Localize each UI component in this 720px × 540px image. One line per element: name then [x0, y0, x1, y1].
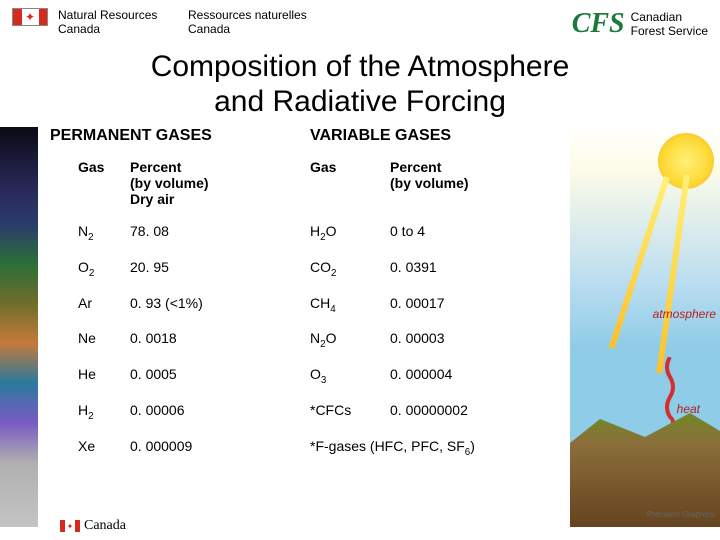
- permanent-gas-percent: 0. 00006: [130, 402, 310, 422]
- wordmark-text: Canada: [84, 518, 126, 534]
- permanent-gas-name: N2: [50, 223, 130, 243]
- dept-fr-line2: Canada: [188, 22, 328, 36]
- permanent-gas-name: Xe: [50, 438, 130, 458]
- sun-ray: [656, 175, 690, 374]
- gas-tables: PERMANENT GASES VARIABLE GASES Gas Perce…: [38, 127, 570, 527]
- cfs-name: Canadian Forest Service: [631, 10, 708, 39]
- col-gas-var: Gas: [310, 159, 390, 207]
- column-headers: Gas Percent (by volume) Dry air Gas Perc…: [50, 151, 562, 215]
- permanent-header: PERMANENT GASES: [50, 127, 310, 145]
- variable-gas-name: O3: [310, 366, 390, 386]
- variable-gas-name: N2O: [310, 330, 390, 350]
- col-pct-perm: Percent (by volume) Dry air: [130, 159, 310, 207]
- permanent-gas-name: O2: [50, 259, 130, 279]
- variable-gas-percent: 0. 0391: [390, 259, 562, 279]
- canada-flag-small-icon: ✦: [60, 520, 80, 532]
- permanent-gas-percent: 78. 08: [130, 223, 310, 243]
- header-bar: ✦ Natural Resources Canada Ressources na…: [0, 0, 720, 44]
- table-row: O220. 95CO20. 0391: [50, 251, 562, 287]
- variable-gas-name: *CFCs: [310, 402, 390, 422]
- table-row: Xe0. 000009*F-gases (HFC, PFC, SF6): [50, 430, 562, 466]
- atmosphere-label: atmosphere: [653, 307, 716, 321]
- slide-title: Composition of the Atmosphere and Radiat…: [0, 50, 720, 119]
- dept-en-line1: Natural Resources: [58, 8, 178, 22]
- permanent-gas-percent: 20. 95: [130, 259, 310, 279]
- permanent-gas-name: Ar: [50, 295, 130, 315]
- variable-gas-percent: 0. 00000002: [390, 402, 562, 422]
- col-gas-perm: Gas: [50, 159, 130, 207]
- variable-gas-percent: 0. 000004: [390, 366, 562, 386]
- atmosphere-layers-strip: [0, 127, 38, 527]
- radiative-forcing-illustration: atmosphere heat earth Precision Graphics: [570, 127, 720, 527]
- content-area: PERMANENT GASES VARIABLE GASES Gas Perce…: [0, 127, 720, 527]
- permanent-gas-percent: 0. 93 (<1%): [130, 295, 310, 315]
- cfs-block: CFS Canadian Forest Service: [572, 8, 708, 40]
- section-headers: PERMANENT GASES VARIABLE GASES: [50, 127, 562, 145]
- variable-gas-name: CO2: [310, 259, 390, 279]
- canada-flag-icon: ✦: [12, 8, 48, 26]
- permanent-gas-percent: 0. 000009: [130, 438, 310, 458]
- table-row: Ne0. 0018N2O0. 00003: [50, 322, 562, 358]
- table-row: H20. 00006*CFCs0. 00000002: [50, 394, 562, 430]
- permanent-gas-name: H2: [50, 402, 130, 422]
- col-pct-var: Percent (by volume): [390, 159, 562, 207]
- variable-gas-percent: 0. 00017: [390, 295, 562, 315]
- variable-gas-percent: 0 to 4: [390, 223, 562, 243]
- variable-gas-name: CH4: [310, 295, 390, 315]
- illustration-credit: Precision Graphics: [647, 510, 714, 519]
- table-row: He0. 0005O30. 000004: [50, 358, 562, 394]
- department-name-fr: Ressources naturelles Canada: [188, 8, 328, 37]
- canada-wordmark: ✦ Canada: [60, 518, 126, 534]
- permanent-gas-percent: 0. 0005: [130, 366, 310, 386]
- sun-ray: [609, 176, 670, 349]
- variable-gas-name: *F-gases (HFC, PFC, SF6): [310, 438, 562, 458]
- permanent-gas-name: Ne: [50, 330, 130, 350]
- table-row: Ar0. 93 (<1%)CH40. 00017: [50, 287, 562, 323]
- variable-gas-percent: 0. 00003: [390, 330, 562, 350]
- cfs-acronym: CFS: [572, 8, 625, 40]
- variable-header: VARIABLE GASES: [310, 127, 562, 145]
- dept-fr-line1: Ressources naturelles: [188, 8, 328, 22]
- department-name-en: Natural Resources Canada: [58, 8, 178, 37]
- table-row: N278. 08H2O0 to 4: [50, 215, 562, 251]
- dept-en-line2: Canada: [58, 22, 178, 36]
- heat-wave-icon: [664, 357, 676, 427]
- variable-gas-name: H2O: [310, 223, 390, 243]
- ground-icon: [570, 407, 720, 527]
- permanent-gas-name: He: [50, 366, 130, 386]
- permanent-gas-percent: 0. 0018: [130, 330, 310, 350]
